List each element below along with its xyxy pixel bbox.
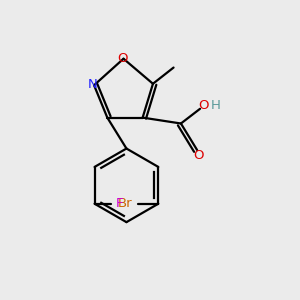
Text: N: N [88, 78, 98, 91]
Text: O: O [198, 99, 209, 112]
Text: Br: Br [118, 197, 133, 210]
Text: O: O [193, 149, 204, 162]
Text: H: H [211, 99, 220, 112]
Text: O: O [117, 52, 127, 64]
Text: F: F [115, 197, 123, 210]
